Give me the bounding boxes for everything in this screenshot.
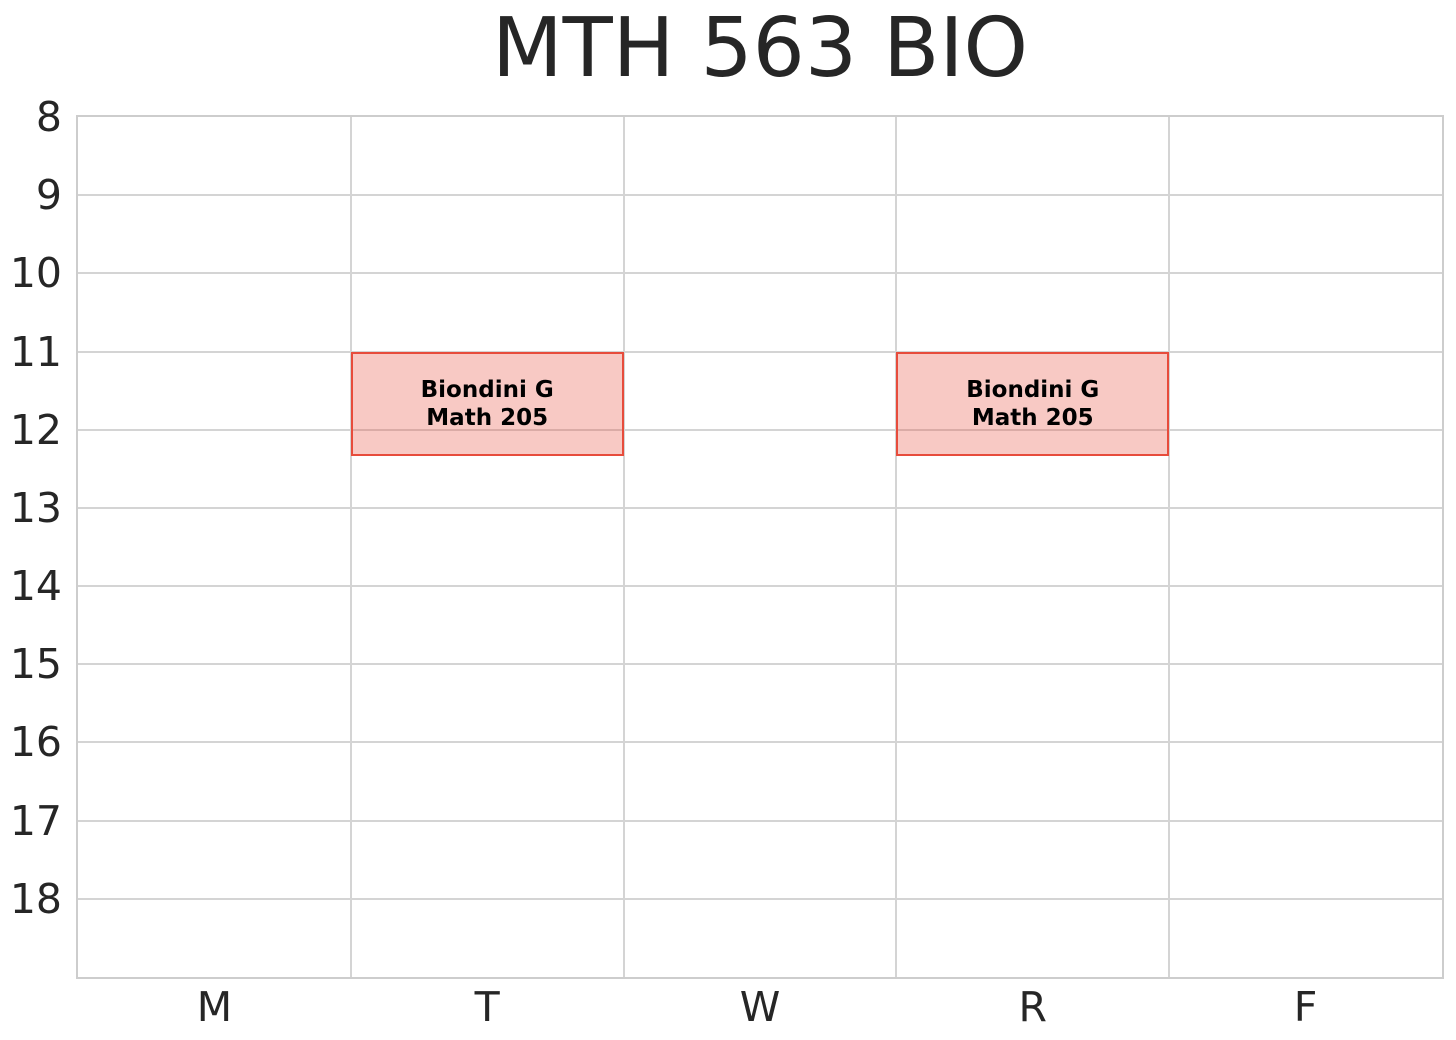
gridline-h-10 [78,272,1442,275]
y-tick-label-9: 9 [35,171,62,220]
y-tick-label-11: 11 [9,327,62,376]
x-tick-label-R: R [1018,983,1048,1031]
gridline-h-17 [78,819,1442,822]
gridline-h-16 [78,741,1442,744]
x-tick-label-F: F [1293,983,1318,1031]
y-tick-label-18: 18 [9,874,62,923]
gridline-h-12 [78,428,1442,431]
y-tick-label-15: 15 [9,640,62,689]
x-tick-label-W: W [739,983,781,1031]
gridline-v-4 [1168,117,1171,977]
gridline-h-14 [78,585,1442,588]
chart-title: MTH 563 BIO [491,1,1029,96]
y-tick-label-10: 10 [9,249,62,298]
event-room: Math 205 [971,404,1094,431]
gridline-v-1 [349,117,352,977]
event-instructor: Biondini G [420,376,554,403]
y-tick-label-8: 8 [35,93,62,141]
x-tick-label-M: M [196,983,233,1031]
y-tick-label-14: 14 [9,562,62,611]
gridline-h-11 [78,350,1442,353]
event-room: Math 205 [426,404,549,431]
y-tick-label-16: 16 [9,718,62,767]
y-tick-label-13: 13 [9,483,62,532]
gridline-h-15 [78,663,1442,666]
x-tick-label-T: T [474,983,500,1031]
gridline-h-13 [78,506,1442,509]
y-tick-label-17: 17 [9,796,62,845]
plot-area: Biondini G Math 205 Biondini G Math 205 [76,115,1444,979]
y-tick-label-12: 12 [9,405,62,454]
gridline-h-18 [78,897,1442,900]
event-block-R: Biondini G Math 205 [896,351,1170,456]
event-block-T: Biondini G Math 205 [350,351,624,456]
gridline-h-9 [78,194,1442,197]
event-instructor: Biondini G [966,376,1100,403]
gridline-v-2 [622,117,625,977]
gridline-v-3 [895,117,898,977]
